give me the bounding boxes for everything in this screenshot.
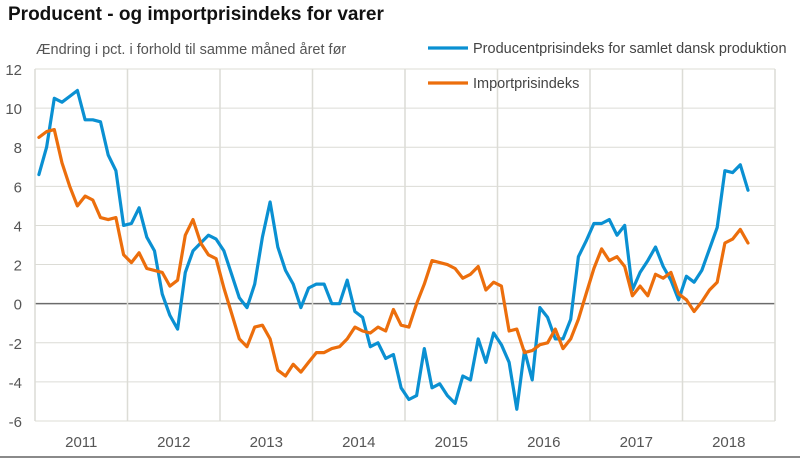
y-axis-label: Ændring i pct. i forhold til samme måned… [36,42,346,58]
y-tick-label: -4 [9,375,22,392]
x-tick-label: 2017 [620,434,653,451]
y-tick-label: -6 [9,414,22,431]
legend-label: Importprisindeks [473,76,579,92]
x-tick-label: 2014 [342,434,375,451]
y-tick-label: 12 [5,62,22,79]
y-tick-label: 0 [14,297,22,314]
x-tick-label: 2012 [157,434,190,451]
x-tick-label: 2016 [527,434,560,451]
chart-title: Producent - og importprisindeks for vare… [8,4,384,25]
series-line-import-price-index [37,128,750,378]
y-tick-label: 8 [14,140,22,157]
legend-label: Producentprisindeks for samlet dansk pro… [473,41,787,57]
y-tick-label: 10 [5,101,22,118]
x-tick-label: 2018 [712,434,745,451]
x-tick-label: 2011 [65,434,97,451]
y-tick-label: 6 [14,179,22,196]
x-tick-label: 2015 [435,434,468,451]
series-line-producer-price-index [37,88,750,411]
bottom-divider [0,456,800,458]
y-tick-label: -2 [9,336,22,353]
x-tick-label: 2013 [250,434,283,451]
y-tick-label: 2 [14,258,22,275]
y-tick-label: 4 [14,218,22,235]
